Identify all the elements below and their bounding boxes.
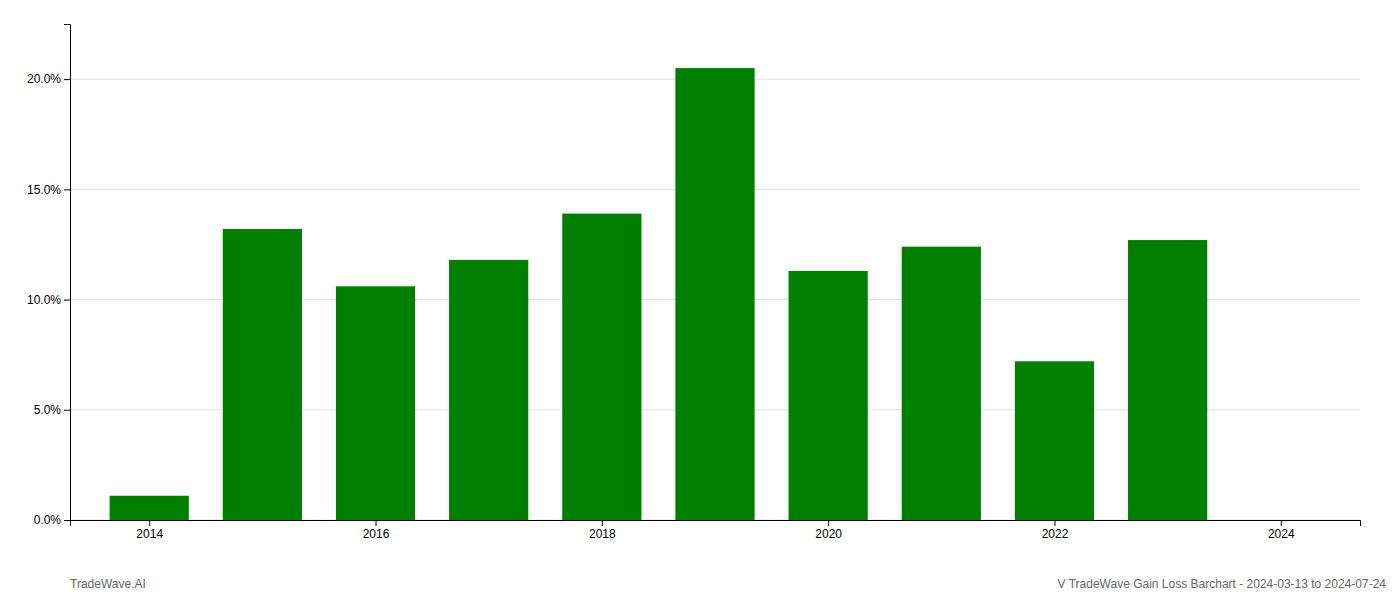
x-tick-label: 2014 (136, 527, 163, 541)
x-axis-line (71, 521, 1361, 527)
plot: 2014 2016 2018 2020 2022 2024 0.0% 5.0% 10.0% 15.… (27, 25, 1361, 541)
y-tick: 10.0% (27, 293, 70, 307)
bar (789, 271, 868, 520)
y-tick: 15.0% (27, 183, 70, 197)
chart-root: 2014 2016 2018 2020 2022 2024 0.0% 5.0% 10.0% 15.… (0, 0, 1400, 600)
y-tick-label: 0.0% (34, 513, 62, 527)
x-tick-mark (602, 520, 603, 526)
bar (1128, 240, 1207, 520)
x-tick: 2022 (1042, 520, 1069, 541)
y-tick-mark (64, 189, 70, 190)
x-tick-mark (1281, 520, 1282, 526)
bar (562, 214, 641, 520)
x-tick-mark (1054, 520, 1055, 526)
y-tick-mark (64, 520, 70, 521)
x-tick-label: 2016 (363, 527, 390, 541)
bar (223, 229, 302, 520)
x-tick-mark (828, 520, 829, 526)
x-tick-mark (376, 520, 377, 526)
y-tick: 0.0% (34, 513, 70, 527)
y-tick: 20.0% (27, 72, 70, 86)
bar (902, 247, 981, 520)
footer-text: TradeWave.AI (70, 577, 146, 591)
x-tick-label: 2022 (1042, 527, 1069, 541)
y-axis-line (64, 25, 71, 521)
x-tick: 2014 (136, 520, 163, 541)
bars (110, 68, 1208, 520)
y-tick-label: 20.0% (27, 72, 61, 86)
y-tick-label: 5.0% (34, 403, 62, 417)
y-tick: 5.0% (34, 403, 70, 417)
bar (1015, 361, 1094, 520)
bar (449, 260, 528, 520)
x-tick-label: 2024 (1268, 527, 1295, 541)
y-tick-label: 10.0% (27, 293, 61, 307)
x-axis: 2014 2016 2018 2020 2022 2024 (71, 520, 1361, 541)
y-tick-mark (64, 79, 70, 80)
bar (336, 286, 415, 520)
y-tick-mark (64, 300, 70, 301)
x-tick: 2018 (589, 520, 616, 541)
x-tick: 2016 (363, 520, 390, 541)
x-tick-mark (149, 520, 150, 526)
x-tick-label: 2018 (589, 527, 616, 541)
x-tick-label: 2020 (815, 527, 842, 541)
x-tick: 2020 (815, 520, 842, 541)
x-tick: 2024 (1268, 520, 1295, 541)
y-tick-mark (64, 410, 70, 411)
footer-text: V TradeWave Gain Loss Barchart - 2024-03… (1058, 577, 1387, 591)
y-axis: 0.0% 5.0% 10.0% 15.0% 20.0% (27, 25, 71, 528)
y-tick-label: 15.0% (27, 183, 61, 197)
bar (110, 496, 189, 520)
bar (675, 68, 754, 520)
